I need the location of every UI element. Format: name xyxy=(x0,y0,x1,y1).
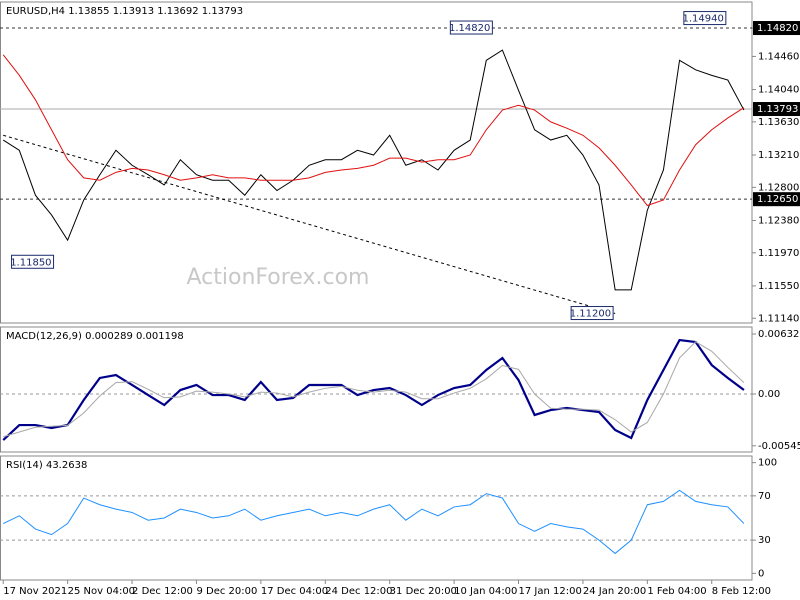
x-tick-label: 17 Jan 12:00 xyxy=(519,586,582,597)
x-tick-label: 10 Jan 04:00 xyxy=(454,586,517,597)
y-tick-label: 0.00 xyxy=(758,389,780,400)
current-price-tag xyxy=(753,102,800,117)
panel-title: MACD(12,26,9) 0.000289 0.001198 xyxy=(6,331,184,342)
y-tick-label: 1.13210 xyxy=(758,150,799,161)
x-tick-label: 2 Dec 12:00 xyxy=(132,586,193,597)
price-tag-label: 1.14820 xyxy=(757,23,798,34)
y-tick-label: 1.14460 xyxy=(758,51,799,62)
annotation-label: 1.14940 xyxy=(682,14,723,25)
annotation-box xyxy=(570,306,614,321)
x-tick-label: 9 Dec 20:00 xyxy=(196,586,257,597)
y-tick-label: 0.00632 xyxy=(758,329,799,340)
price-tag xyxy=(753,21,800,36)
panel-title: RSI(14) 43.2638 xyxy=(6,460,87,471)
series-line xyxy=(2,49,745,291)
x-tick-label: 17 Nov 2021 xyxy=(3,586,67,597)
trendline xyxy=(3,134,616,315)
panel-frame xyxy=(0,455,753,581)
annotation-label: 1.11850 xyxy=(10,257,51,268)
price-tag-label: 1.12650 xyxy=(757,194,798,205)
watermark: ActionForex.com xyxy=(187,265,370,290)
series-line xyxy=(2,54,745,207)
annotation-label: 1.14820 xyxy=(449,23,490,34)
y-tick-label: -0.005455 xyxy=(758,441,800,452)
y-tick-label: 1.11970 xyxy=(758,248,799,259)
series-line xyxy=(3,341,745,438)
annotation-label: 1.11200 xyxy=(570,309,611,320)
y-tick-label: 70 xyxy=(758,491,771,502)
current-price-label: 1.13793 xyxy=(757,104,798,115)
x-tick-label: 1 Feb 04:00 xyxy=(647,586,706,597)
y-tick-label: 0 xyxy=(758,568,764,579)
x-tick-label: 17 Dec 04:00 xyxy=(261,586,328,597)
y-tick-label: 1.11550 xyxy=(758,281,799,292)
panel-frame xyxy=(0,326,753,453)
y-tick-label: 30 xyxy=(758,535,771,546)
y-tick-label: 100 xyxy=(758,458,777,469)
annotation-box xyxy=(449,20,493,35)
x-tick-label: 31 Dec 20:00 xyxy=(390,586,457,597)
x-tick-label: 8 Feb 12:00 xyxy=(712,586,771,597)
x-tick-label: 24 Dec 12:00 xyxy=(325,586,392,597)
y-tick-label: 1.13630 xyxy=(758,117,799,128)
annotation-box xyxy=(683,11,727,26)
x-tick-label: 24 Jan 20:00 xyxy=(583,586,646,597)
series-line xyxy=(3,489,745,555)
y-tick-label: 1.14040 xyxy=(758,85,799,96)
y-tick-label: 1.11140 xyxy=(758,313,799,324)
x-tick-label: 25 Nov 04:00 xyxy=(68,586,135,597)
panel-title: EURUSD,H4 1.13855 1.13913 1.13692 1.1379… xyxy=(6,6,243,17)
price-tag xyxy=(753,192,800,207)
annotation-box xyxy=(11,254,55,269)
y-tick-label: 1.12800 xyxy=(758,182,799,193)
panel-frame xyxy=(0,1,753,324)
y-tick-label: 1.12380 xyxy=(758,215,799,226)
